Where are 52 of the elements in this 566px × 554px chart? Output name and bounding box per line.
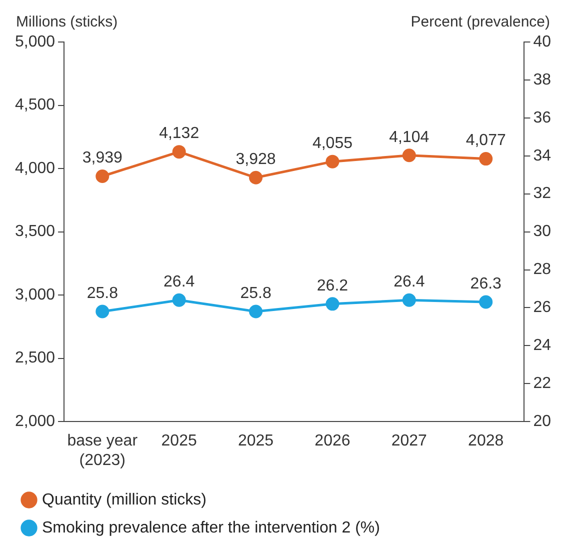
point xyxy=(326,154,340,168)
y2-tick-label: 38 xyxy=(533,71,552,88)
y2-axis-title: Percent (prevalence) xyxy=(410,14,550,31)
data-label: 3,939 xyxy=(82,150,123,167)
y2-tick-label: 20 xyxy=(533,413,552,430)
point xyxy=(172,293,186,307)
x-tick-label: 2025 xyxy=(161,432,197,450)
data-label: 25.8 xyxy=(240,284,272,302)
point xyxy=(172,145,186,159)
x-tick-label: base year (2023) xyxy=(67,432,138,469)
y-tick-label: 4,000 xyxy=(14,160,56,177)
y2-tick-label: 40 xyxy=(533,33,552,50)
y-axis-title: Millions (sticks) xyxy=(16,14,118,31)
data-label: 4,132 xyxy=(159,125,200,142)
point xyxy=(326,297,340,311)
data-label: 26.4 xyxy=(164,274,195,291)
point xyxy=(249,170,263,184)
x-tick-label: 2028 xyxy=(468,432,504,450)
x-tick-label: 2025 xyxy=(238,432,274,450)
y2-tick-label: 28 xyxy=(533,261,552,278)
y-tick-label: 5,000 xyxy=(14,33,56,50)
y2-tick-label: 22 xyxy=(533,375,552,392)
y-tick-label: 2,000 xyxy=(14,413,56,430)
y2-tick-label: 24 xyxy=(533,337,552,354)
data-label: 4,077 xyxy=(466,132,506,150)
data-label: 3,928 xyxy=(236,151,276,168)
x-tick-label: 2027 xyxy=(391,432,428,450)
point xyxy=(249,304,263,318)
data-label: 26.2 xyxy=(316,277,348,294)
x-tick-label: 2026 xyxy=(314,432,350,450)
y2-tick-label: 36 xyxy=(533,109,552,126)
point xyxy=(96,170,110,183)
point xyxy=(479,152,493,166)
point xyxy=(479,295,493,309)
y2-tick-label: 34 xyxy=(533,147,552,164)
y-tick-label: 4,500 xyxy=(14,96,56,114)
y-tick-label: 3,500 xyxy=(14,223,56,240)
point xyxy=(96,304,110,318)
point xyxy=(402,293,416,307)
y2-tick-label: 32 xyxy=(533,185,552,202)
y2-tick-label: 26 xyxy=(533,299,552,316)
data-label: 26.4 xyxy=(394,274,425,291)
point xyxy=(402,148,416,162)
data-label: 25.8 xyxy=(86,284,118,302)
y2-tick-label: 30 xyxy=(533,223,552,240)
legend-label: Smoking prevalence after the intervention 2 (%) xyxy=(42,519,380,536)
legend-label: Quantity (million sticks) xyxy=(42,491,206,508)
data-label: 4,055 xyxy=(312,134,353,152)
y-tick-label: 3,000 xyxy=(14,286,56,304)
data-label: 26.3 xyxy=(470,275,502,292)
y-tick-label: 2,500 xyxy=(14,350,56,367)
data-label: 4,104 xyxy=(389,128,430,146)
